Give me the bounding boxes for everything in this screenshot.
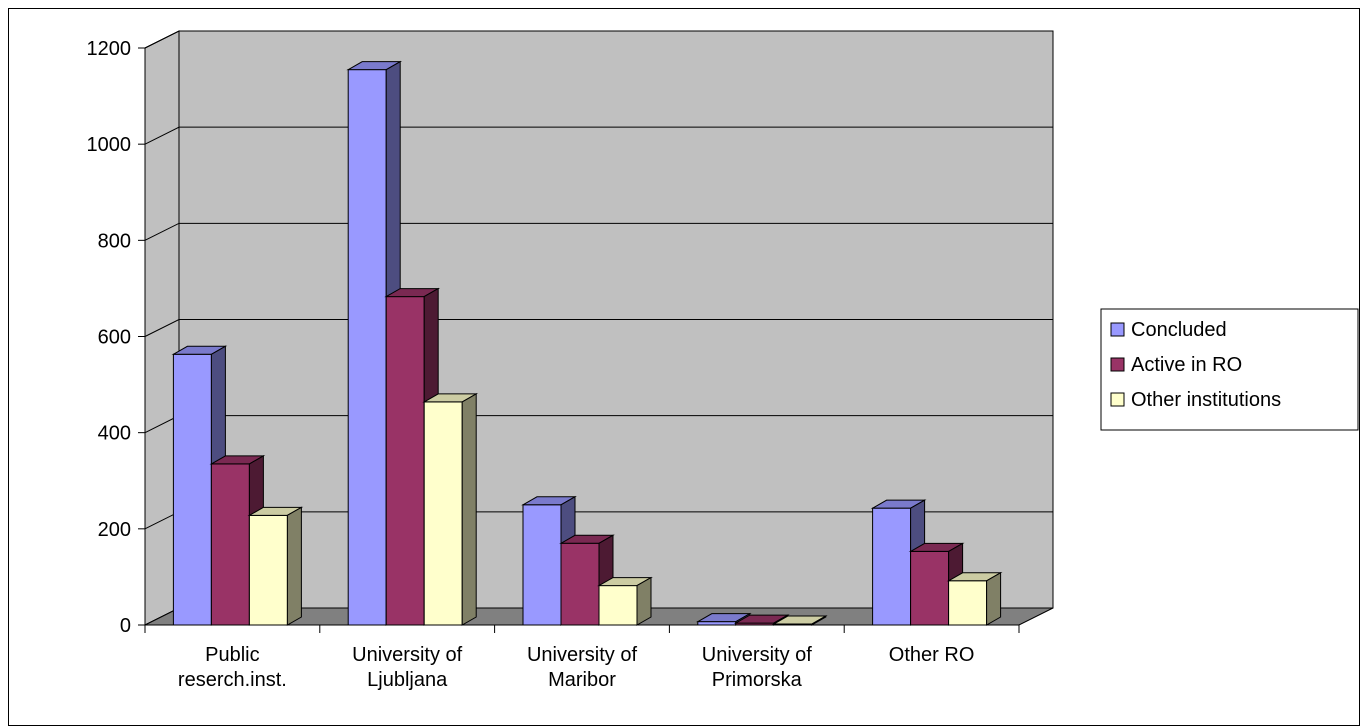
y-tick-label: 1000	[87, 134, 132, 156]
bar-2	[771, 615, 828, 626]
x-tick-label-line: reserch.inst.	[178, 669, 287, 691]
bar-front	[910, 550, 950, 626]
y-tick-label: 200	[98, 519, 131, 541]
x-tick-label-line: Maribor	[548, 669, 616, 691]
legend-swatch	[1110, 392, 1125, 407]
x-tick-label-line: Public	[205, 644, 259, 666]
legend-label: Other institutions	[1131, 389, 1281, 411]
x-tick-label-line: University of	[352, 644, 462, 666]
y-tick-label: 400	[98, 423, 131, 445]
bar-0	[346, 60, 403, 626]
gridline	[144, 319, 1053, 337]
bar-front	[697, 621, 737, 626]
y-tick-label: 800	[98, 230, 131, 252]
bar-front	[948, 580, 988, 626]
bar-front	[385, 296, 425, 626]
bar-front	[560, 542, 600, 626]
x-tick-label-line: University of	[527, 644, 637, 666]
bar-front	[872, 507, 912, 626]
x-tick-label: University of Ljubljana	[352, 644, 462, 691]
bar-front	[522, 504, 562, 626]
x-tick-label: Other RO	[889, 644, 975, 666]
x-tick-label-line: Other RO	[889, 644, 975, 666]
legend-label: Concluded	[1131, 319, 1227, 341]
bar-2	[946, 571, 1003, 626]
bar-side	[986, 571, 1002, 626]
gridline	[144, 30, 1053, 49]
gridline	[144, 222, 1053, 241]
legend-swatch	[1110, 357, 1125, 372]
x-axis-ticks: Public reserch.inst. University of Ljubljan…	[144, 625, 1020, 691]
bar-side	[811, 615, 827, 626]
bar-2	[247, 506, 304, 626]
bar-side	[636, 576, 652, 626]
bar-side	[461, 393, 477, 626]
bar-2	[597, 576, 653, 626]
bar-front	[172, 353, 212, 626]
x-tick-label-line: Ljubljana	[367, 669, 448, 691]
gridline	[144, 126, 1053, 145]
legend-swatch	[1110, 322, 1125, 337]
y-axis-ticks: 0 200 400 600 800 1000 1200	[87, 38, 145, 637]
legend-box	[1100, 308, 1359, 431]
bar-front	[347, 69, 387, 626]
x-tick-label: University of Primorska	[702, 644, 812, 691]
bar-front	[423, 401, 463, 626]
y-tick-label: 0	[120, 615, 131, 637]
x-tick-label: University of Maribor	[527, 644, 637, 691]
y-tick-label: 1200	[87, 38, 132, 60]
legend-label: Active in RO	[1131, 354, 1242, 376]
x-tick-label: Public reserch.inst.	[178, 644, 287, 691]
bar-2	[422, 393, 479, 626]
legend: Concluded Active in RO Other institutions	[1100, 308, 1359, 431]
bar-front	[248, 514, 288, 626]
bar-0	[171, 345, 228, 626]
bar-front	[210, 463, 250, 626]
bar-1	[209, 455, 266, 626]
bar-side	[286, 506, 302, 626]
x-tick-label-line: Primorska	[712, 669, 803, 691]
x-tick-label-line: University of	[702, 644, 812, 666]
y-tick-label: 600	[98, 327, 131, 349]
bar-front	[598, 585, 638, 626]
bars	[171, 60, 1003, 626]
